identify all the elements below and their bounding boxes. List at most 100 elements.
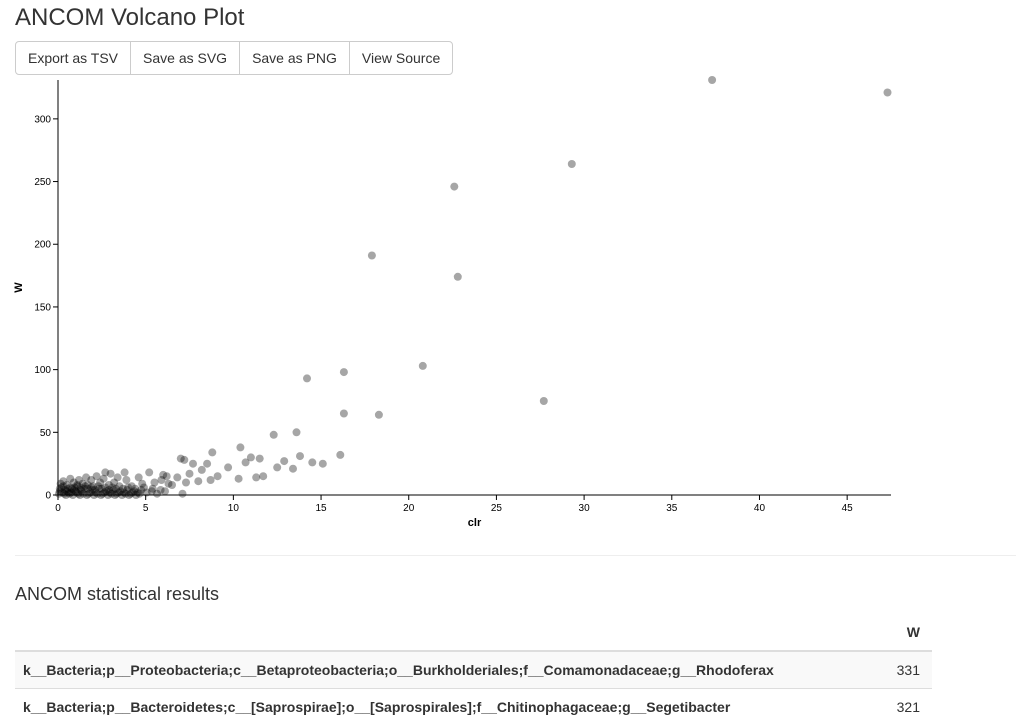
data-point	[173, 473, 182, 482]
data-point	[101, 468, 110, 477]
page-title: ANCOM Volcano Plot	[15, 4, 245, 31]
data-point	[112, 489, 121, 498]
data-point	[164, 479, 173, 488]
save-png-button[interactable]: Save as PNG	[239, 41, 350, 75]
data-point	[289, 464, 297, 473]
data-point	[236, 443, 245, 452]
y-tick-label: 300	[34, 114, 51, 125]
data-point	[102, 487, 111, 496]
data-point	[153, 489, 162, 498]
data-point	[539, 397, 548, 405]
data-point	[62, 481, 71, 489]
x-axis-label: clr	[468, 517, 482, 529]
data-point	[453, 272, 462, 281]
x-tick-label: 5	[143, 503, 149, 514]
x-tick-label: 20	[403, 503, 415, 514]
data-point	[96, 478, 105, 487]
data-point	[176, 454, 185, 463]
w-column-header[interactable]: W	[883, 614, 932, 652]
table-row: k__Bacteria;p__Proteobacteria;c__Betapro…	[15, 650, 932, 689]
data-point	[203, 459, 212, 468]
data-point	[90, 486, 99, 494]
x-tick-label: 30	[579, 503, 591, 514]
data-point	[157, 476, 166, 484]
data-point	[156, 486, 165, 494]
data-point	[60, 489, 69, 498]
data-point	[194, 477, 203, 486]
data-point	[116, 487, 125, 496]
data-point	[83, 484, 92, 493]
data-point	[182, 478, 190, 487]
data-point	[122, 476, 131, 484]
data-point	[162, 472, 171, 481]
data-point	[76, 486, 85, 494]
data-point	[79, 489, 88, 498]
data-point	[197, 465, 206, 474]
taxon-column-header	[15, 614, 884, 652]
data-point	[208, 448, 217, 457]
data-point	[68, 484, 76, 493]
data-point	[111, 484, 120, 493]
x-tick-label: 10	[228, 503, 240, 514]
data-point	[118, 484, 127, 493]
points-layer	[54, 76, 892, 499]
data-point	[77, 487, 86, 496]
data-point	[115, 482, 124, 491]
data-point	[180, 455, 189, 464]
export-tsv-button[interactable]: Export as TSV	[15, 41, 132, 75]
y-tick-label: 200	[34, 240, 51, 251]
data-point	[148, 484, 157, 493]
data-point	[418, 361, 427, 370]
x-tick-label: 0	[55, 503, 61, 514]
data-point	[108, 483, 117, 492]
data-point	[104, 481, 113, 489]
data-point	[246, 453, 255, 462]
data-point	[130, 487, 139, 496]
data-point	[168, 481, 176, 489]
data-point	[76, 483, 85, 492]
taxon-cell: k__Bacteria;p__Proteobacteria;c__Betapro…	[15, 650, 884, 689]
data-point	[124, 483, 133, 492]
x-tick-label: 45	[842, 503, 854, 514]
w-cell: 331	[883, 650, 932, 689]
data-point	[708, 76, 717, 84]
y-axis: 0 50 100 150 200 250 300	[34, 80, 59, 502]
data-point	[161, 487, 169, 496]
data-point	[224, 463, 233, 472]
data-point	[883, 88, 892, 97]
data-point	[84, 489, 93, 498]
data-point	[336, 450, 345, 459]
data-point	[255, 454, 264, 463]
data-point	[95, 484, 104, 493]
data-point	[75, 476, 83, 484]
data-point	[252, 473, 261, 482]
data-point	[138, 479, 147, 488]
data-point	[71, 487, 80, 496]
view-source-button[interactable]: View Source	[348, 41, 454, 75]
w-cell: 321	[883, 688, 932, 725]
data-point	[131, 484, 140, 493]
data-point	[318, 459, 327, 468]
data-point	[65, 489, 74, 498]
y-axis-label: W	[13, 282, 25, 293]
data-point	[62, 487, 71, 496]
data-point	[145, 468, 154, 477]
data-point	[54, 489, 63, 498]
data-point	[78, 479, 87, 488]
data-point	[93, 489, 102, 498]
data-point	[127, 482, 136, 491]
y-tick-label: 0	[45, 491, 51, 502]
data-point	[273, 463, 282, 472]
data-point	[139, 483, 148, 492]
data-point	[296, 452, 304, 461]
data-point	[106, 469, 115, 478]
data-point	[98, 489, 107, 498]
data-point	[120, 468, 129, 477]
data-point	[567, 160, 576, 168]
y-tick-label: 250	[34, 177, 51, 188]
data-point	[134, 473, 143, 482]
data-point	[104, 486, 113, 494]
section-divider	[15, 555, 1016, 556]
data-point	[450, 182, 459, 191]
data-point	[69, 478, 78, 487]
